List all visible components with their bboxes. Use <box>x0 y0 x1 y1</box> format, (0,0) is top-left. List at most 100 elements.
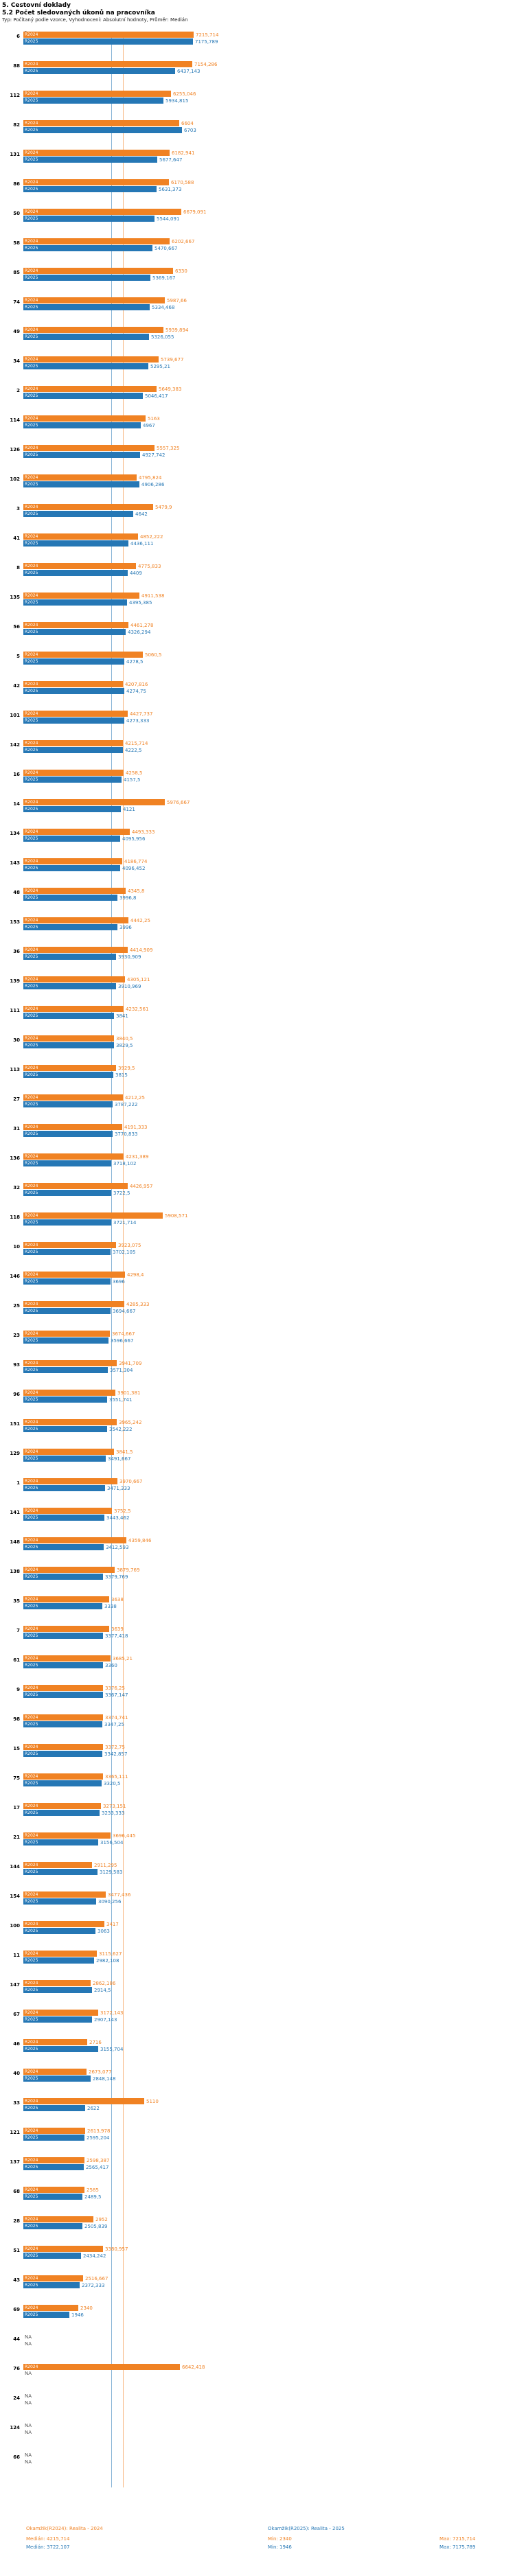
bar-r2024[interactable]: R2024 <box>23 120 179 126</box>
bar-r2025[interactable]: R2025 <box>23 1633 103 1639</box>
bar-r2024[interactable]: R2024 <box>23 1714 103 1721</box>
bar-r2025[interactable]: R2025 <box>23 452 140 458</box>
bar-r2024[interactable]: R2024 <box>23 976 125 982</box>
bar-r2025[interactable]: R2025 <box>23 1337 108 1344</box>
bar-r2024[interactable]: R2024 <box>23 1626 109 1632</box>
bar-r2025[interactable]: R2025 <box>23 97 163 104</box>
bar-r2025[interactable]: R2025 <box>23 1072 113 1078</box>
bar-r2024[interactable]: R2024 <box>23 1567 115 1573</box>
bar-r2024[interactable]: R2024 <box>23 1065 116 1071</box>
bar-r2025[interactable]: R2025 <box>23 1898 96 1905</box>
bar-r2025[interactable]: R2025 <box>23 599 127 606</box>
bar-r2024[interactable]: R2024 <box>23 829 130 835</box>
bar-r2024[interactable]: R2024 <box>23 770 124 776</box>
bar-r2024[interactable]: R2024 <box>23 415 146 422</box>
bar-r2024[interactable]: R2024 <box>23 2275 83 2281</box>
bar-r2025[interactable]: R2025 <box>23 363 148 369</box>
bar-r2024[interactable]: R2024 <box>23 2039 87 2045</box>
bar-r2024[interactable]: R2024 <box>23 1832 111 1839</box>
bar-r2024[interactable]: R2024 <box>23 1478 117 1484</box>
bar-r2025[interactable]: R2025 <box>23 1485 105 1491</box>
bar-r2024[interactable]: R2024 <box>23 474 137 481</box>
bar-r2025[interactable]: R2025 <box>23 1662 103 1668</box>
bar-r2024[interactable]: R2024 <box>23 1360 117 1366</box>
bar-r2025[interactable]: R2025 <box>23 1869 98 1875</box>
bar-r2024[interactable]: R2024 <box>23 917 128 923</box>
bar-r2025[interactable]: R2025 <box>23 511 133 517</box>
bar-r2025[interactable]: R2025 <box>23 2312 69 2318</box>
bar-r2025[interactable]: R2025 <box>23 954 116 960</box>
bar-r2025[interactable]: R2025 <box>23 127 182 133</box>
bar-r2025[interactable]: R2025 <box>23 1278 111 1285</box>
bar-r2024[interactable]: R2024 <box>23 2157 84 2163</box>
bar-r2024[interactable]: R2024 <box>23 297 165 303</box>
bar-r2025[interactable]: R2025 <box>23 1160 111 1166</box>
bar-r2024[interactable]: R2024 <box>23 1508 112 1514</box>
bar-r2024[interactable]: R2024 <box>23 268 173 274</box>
bar-r2025[interactable]: R2025 <box>23 836 120 842</box>
bar-r2024[interactable]: R2024 <box>23 1773 103 1780</box>
bar-r2024[interactable]: R2024 <box>23 533 138 540</box>
bar-r2024[interactable]: R2024 <box>23 61 192 67</box>
bar-r2025[interactable]: R2025 <box>23 747 123 753</box>
bar-r2025[interactable]: R2025 <box>23 38 193 45</box>
bar-r2024[interactable]: R2024 <box>23 1006 124 1012</box>
bar-r2024[interactable]: R2024 <box>23 2010 98 2016</box>
bar-r2024[interactable]: R2024 <box>23 1685 103 1691</box>
bar-r2024[interactable]: R2024 <box>23 652 143 658</box>
bar-r2024[interactable]: R2024 <box>23 1242 116 1248</box>
bar-r2025[interactable]: R2025 <box>23 2075 91 2082</box>
bar-r2025[interactable]: R2025 <box>23 1603 102 1609</box>
bar-r2025[interactable]: R2025 <box>23 334 149 340</box>
bar-r2025[interactable]: R2025 <box>23 1426 107 1432</box>
bar-r2025[interactable]: R2025 <box>23 895 117 901</box>
bar-r2024[interactable]: R2024 <box>23 1891 106 1898</box>
bar-r2025[interactable]: R2025 <box>23 658 124 665</box>
bar-r2025[interactable]: R2025 <box>23 540 128 547</box>
bar-r2025[interactable]: R2025 <box>23 1839 98 1845</box>
bar-r2025[interactable]: R2025 <box>23 2164 84 2170</box>
bar-r2024[interactable]: R2024 <box>23 32 194 38</box>
bar-r2025[interactable]: R2025 <box>23 2223 82 2229</box>
bar-r2024[interactable]: R2024 <box>23 1951 97 1957</box>
bar-r2024[interactable]: R2024 <box>23 1655 111 1661</box>
bar-r2025[interactable]: R2025 <box>23 422 141 428</box>
bar-r2024[interactable]: R2024 <box>23 947 128 953</box>
bar-r2025[interactable]: R2025 <box>23 2016 92 2023</box>
bar-r2025[interactable]: R2025 <box>23 1751 102 1757</box>
bar-r2025[interactable]: R2025 <box>23 1131 113 1137</box>
bar-r2024[interactable]: R2024 <box>23 2246 103 2252</box>
bar-r2025[interactable]: R2025 <box>23 806 121 812</box>
bar-r2024[interactable]: R2024 <box>23 593 139 599</box>
bar-r2025[interactable]: R2025 <box>23 1396 107 1403</box>
bar-r2024[interactable]: R2024 <box>23 2069 87 2075</box>
bar-r2025[interactable]: R2025 <box>23 924 117 930</box>
bar-r2024[interactable]: R2024 <box>23 179 169 185</box>
bar-r2024[interactable]: R2024 <box>23 1419 117 1425</box>
bar-r2024[interactable]: R2024 <box>23 1862 92 1868</box>
bar-r2025[interactable]: R2025 <box>23 1249 111 1255</box>
bar-r2025[interactable]: R2025 <box>23 1456 106 1462</box>
bar-r2025[interactable]: R2025 <box>23 688 124 694</box>
bar-r2025[interactable]: R2025 <box>23 1987 92 1993</box>
bar-r2025[interactable]: R2025 <box>23 275 150 281</box>
bar-r2025[interactable]: R2025 <box>23 1013 114 1019</box>
bar-r2024[interactable]: R2024 <box>23 1980 91 1986</box>
bar-r2025[interactable]: R2025 <box>23 1042 114 1048</box>
bar-r2024[interactable]: R2024 <box>23 2305 78 2311</box>
bar-r2025[interactable]: R2025 <box>23 1928 95 1934</box>
bar-r2024[interactable]: R2024 <box>23 799 165 805</box>
bar-r2024[interactable]: R2024 <box>23 1212 163 1219</box>
bar-r2025[interactable]: R2025 <box>23 2282 80 2288</box>
bar-r2024[interactable]: R2024 <box>23 1272 125 1278</box>
bar-r2024[interactable]: R2024 <box>23 1094 123 1101</box>
bar-r2025[interactable]: R2025 <box>23 717 124 724</box>
bar-r2025[interactable]: R2025 <box>23 2046 98 2052</box>
bar-r2025[interactable]: R2025 <box>23 1810 100 1816</box>
bar-r2024[interactable]: R2024 <box>23 2128 85 2134</box>
bar-r2025[interactable]: R2025 <box>23 186 157 192</box>
bar-r2024[interactable]: R2024 <box>23 1183 128 1189</box>
bar-r2025[interactable]: R2025 <box>23 216 154 222</box>
bar-r2025[interactable]: R2025 <box>23 1957 94 1964</box>
bar-r2024[interactable]: R2024 <box>23 1803 101 1809</box>
